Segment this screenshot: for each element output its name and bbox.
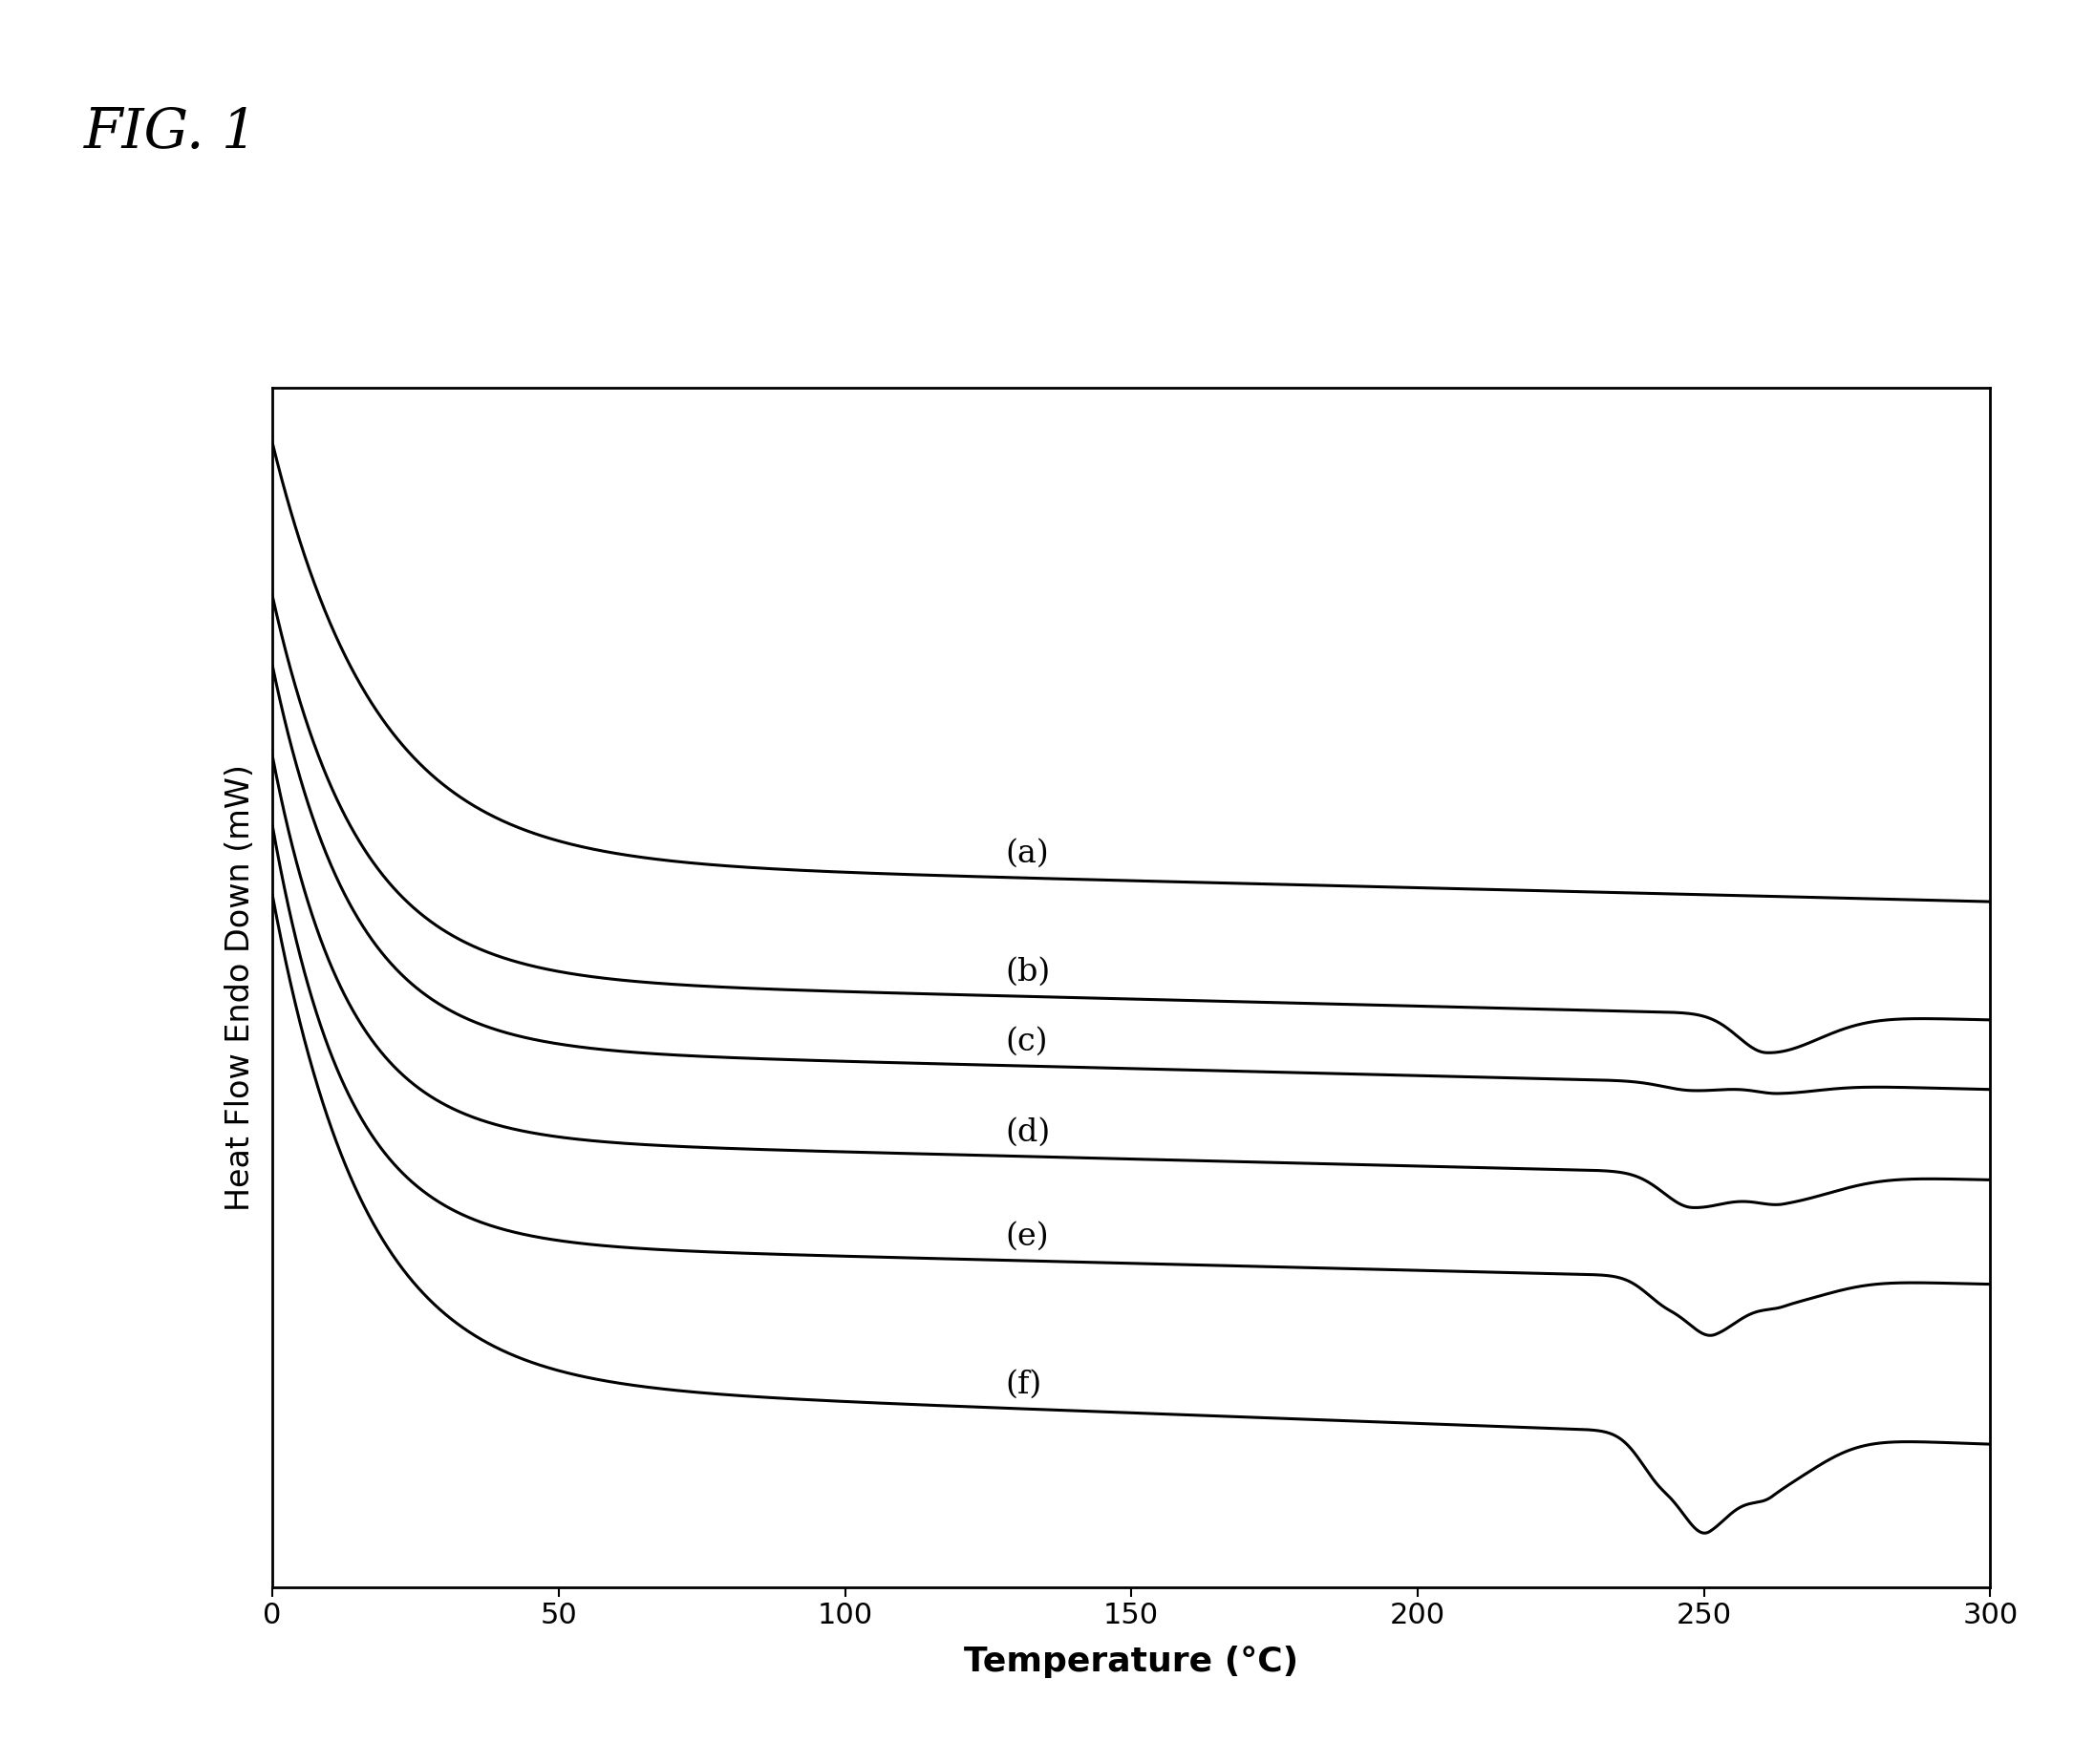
Text: (a): (a) (1006, 838, 1050, 870)
Text: (e): (e) (1006, 1221, 1050, 1252)
Text: (f): (f) (1006, 1369, 1041, 1401)
Text: (c): (c) (1006, 1027, 1048, 1057)
X-axis label: Temperature (°C): Temperature (°C) (964, 1646, 1299, 1678)
Text: FIG. 1: FIG. 1 (84, 106, 258, 161)
Text: (d): (d) (1006, 1117, 1050, 1148)
Y-axis label: Heat Flow Endo Down (mW): Heat Flow Endo Down (mW) (224, 764, 256, 1212)
Text: (b): (b) (1006, 958, 1050, 988)
